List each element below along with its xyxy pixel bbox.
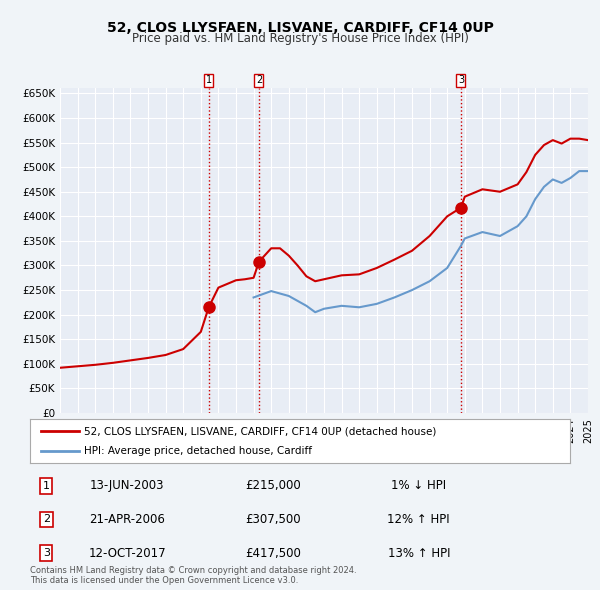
Text: 13-JUN-2003: 13-JUN-2003 <box>90 479 164 493</box>
Text: 12% ↑ HPI: 12% ↑ HPI <box>388 513 450 526</box>
Text: 52, CLOS LLYSFAEN, LISVANE, CARDIFF, CF14 0UP: 52, CLOS LLYSFAEN, LISVANE, CARDIFF, CF1… <box>107 21 493 35</box>
Text: 2: 2 <box>256 76 262 85</box>
Text: 2: 2 <box>43 514 50 525</box>
Text: 1: 1 <box>206 76 212 85</box>
Text: Contains HM Land Registry data © Crown copyright and database right 2024.
This d: Contains HM Land Registry data © Crown c… <box>30 566 356 585</box>
Text: 13% ↑ HPI: 13% ↑ HPI <box>388 546 450 560</box>
Text: Price paid vs. HM Land Registry's House Price Index (HPI): Price paid vs. HM Land Registry's House … <box>131 32 469 45</box>
Text: 3: 3 <box>43 548 50 558</box>
Text: 52, CLOS LLYSFAEN, LISVANE, CARDIFF, CF14 0UP (detached house): 52, CLOS LLYSFAEN, LISVANE, CARDIFF, CF1… <box>84 427 436 436</box>
Text: 12-OCT-2017: 12-OCT-2017 <box>88 546 166 560</box>
Text: 21-APR-2006: 21-APR-2006 <box>89 513 165 526</box>
Text: £215,000: £215,000 <box>245 479 301 493</box>
Text: 3: 3 <box>458 76 464 85</box>
Text: 1% ↓ HPI: 1% ↓ HPI <box>391 479 446 493</box>
Text: £307,500: £307,500 <box>245 513 301 526</box>
Text: HPI: Average price, detached house, Cardiff: HPI: Average price, detached house, Card… <box>84 446 312 455</box>
Text: £417,500: £417,500 <box>245 546 301 560</box>
Text: 1: 1 <box>43 481 50 491</box>
